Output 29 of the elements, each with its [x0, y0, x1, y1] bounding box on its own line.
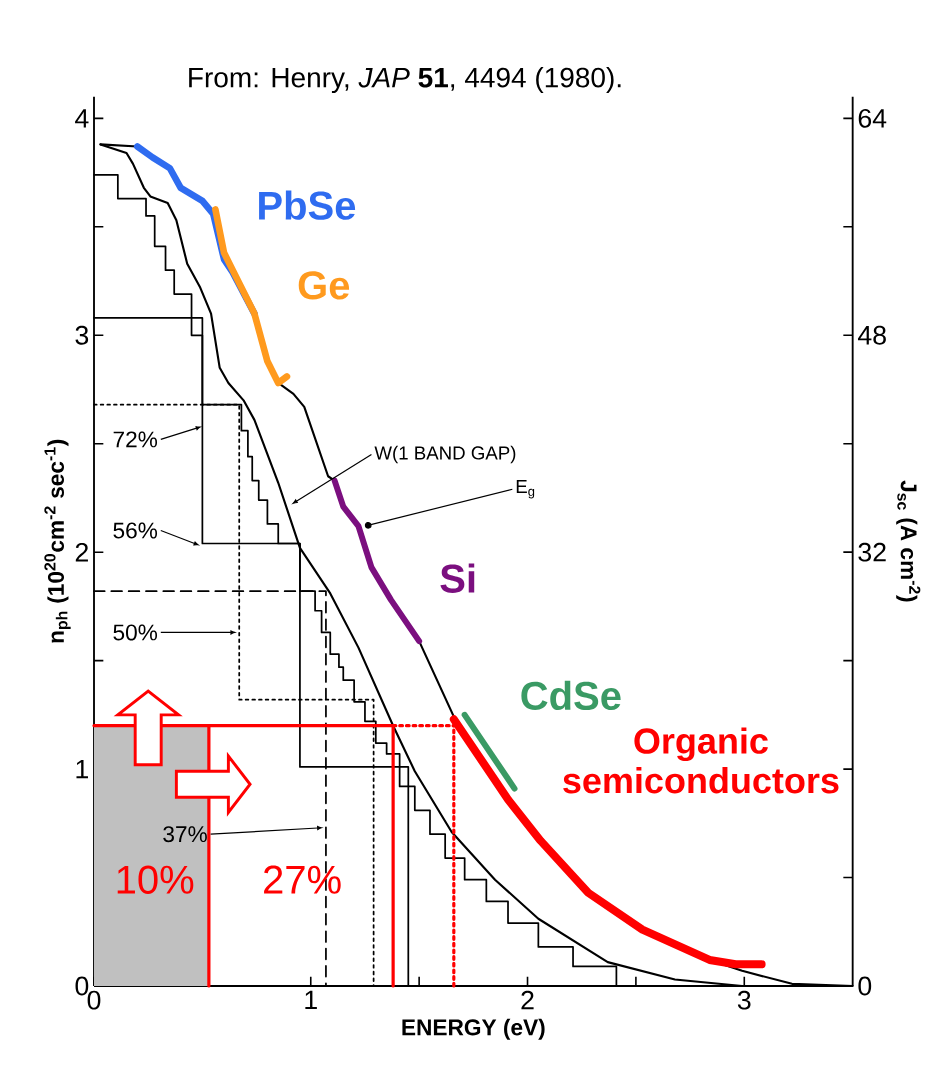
y2-axis-title: J$_{sc}$ (A cm$^{-2}$) [896, 480, 921, 602]
series-label: Organic semiconductors [563, 727, 839, 794]
x-tick-label: 1 [305, 990, 317, 1010]
x-tick-label: 3 [737, 990, 751, 1010]
series-label: Ge [298, 271, 350, 300]
y-tick-label: 0 [75, 976, 89, 996]
x-axis-title: ENERGY (eV) [402, 1018, 545, 1040]
annotation: E$_{g}$ [516, 480, 535, 499]
annotation: 10% [117, 865, 194, 894]
annotation: 37% [163, 826, 207, 843]
annotation: W(1 BAND GAP) [374, 445, 516, 464]
y2-tick-label: 48 [857, 325, 886, 345]
series-label: PbSe [259, 190, 356, 220]
annotation: 72% [113, 431, 158, 448]
x-tick-label: 2 [521, 990, 534, 1010]
annotation: 27% [264, 865, 341, 894]
y-tick-label: 1 [76, 759, 88, 779]
y-tick-label: 4 [75, 109, 89, 128]
chart-title: From: Henry, JAP 51, 4494 (1980). [189, 66, 621, 94]
annotation: 50% [113, 624, 158, 641]
y2-tick-label: 32 [858, 542, 886, 562]
y-tick-label: 2 [75, 542, 88, 562]
y2-tick-label: 64 [858, 108, 887, 128]
text: n$_{ph}$ (10$^{20}$cm$^{-2}$ sec$^{-1}$) [44, 439, 71, 643]
series-label: CdSe [521, 680, 621, 711]
series-label: Si [440, 563, 475, 593]
y-tick-label: 3 [75, 325, 89, 345]
y2-tick-label: 0 [858, 976, 872, 996]
annotation: 56% [113, 522, 158, 539]
